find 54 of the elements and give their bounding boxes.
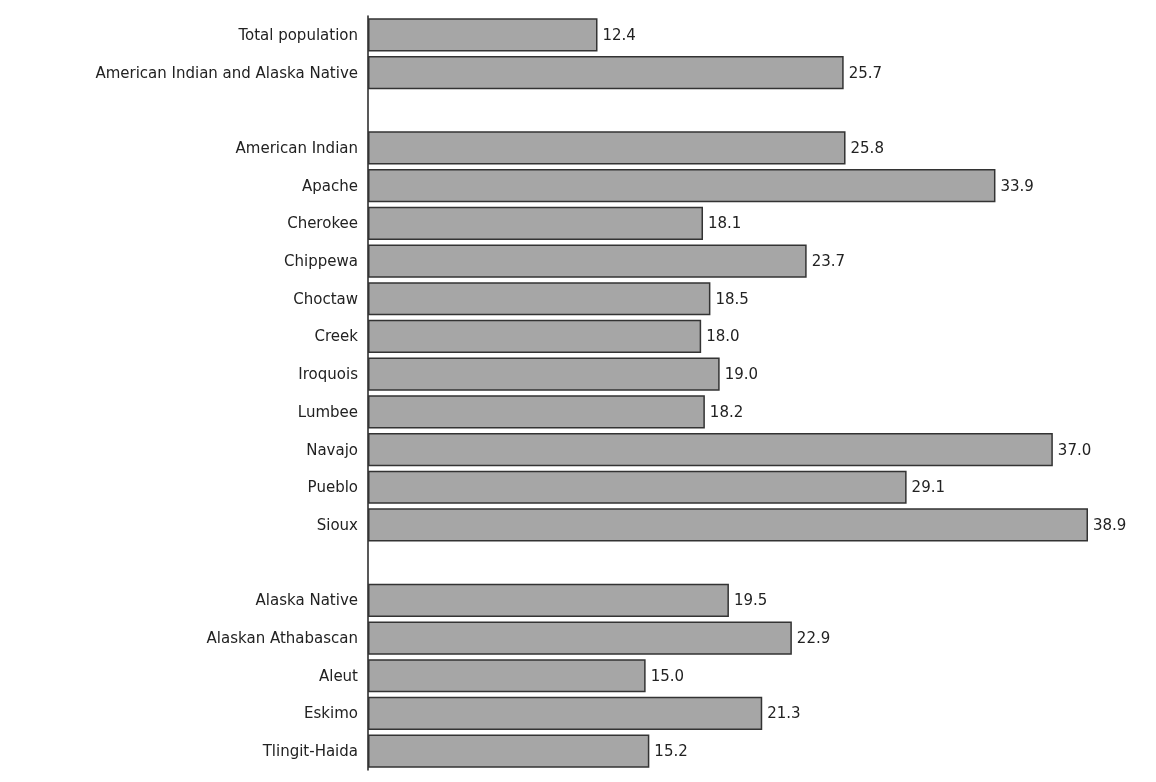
data-label: 18.0 — [706, 327, 740, 346]
y-tick-label: Total population — [237, 25, 358, 44]
data-label: 25.8 — [850, 138, 884, 157]
y-tick-label: Iroquois — [298, 365, 359, 384]
data-label: 15.0 — [650, 666, 685, 685]
data-label: 22.9 — [796, 629, 831, 648]
bar — [368, 206, 704, 240]
data-label: 37.0 — [1057, 440, 1092, 459]
bar — [368, 508, 1088, 542]
data-label: 18.1 — [708, 214, 742, 233]
bar — [368, 169, 996, 203]
data-label: 19.5 — [733, 591, 768, 610]
y-tick-label: Eskimo — [304, 704, 358, 723]
data-label: 33.9 — [1000, 176, 1034, 195]
data-label: 12.4 — [602, 25, 636, 44]
data-label: 19.0 — [724, 365, 759, 384]
y-tick-label: Alaska Native — [255, 591, 358, 610]
bar — [368, 659, 646, 693]
bar — [368, 244, 807, 278]
y-tick-label: Lumbee — [297, 402, 358, 421]
y-tick-label: Pueblo — [307, 478, 358, 497]
y-tick-label: Cherokee — [287, 214, 358, 233]
bar — [368, 319, 702, 354]
data-label: 18.5 — [715, 289, 749, 308]
data-label: 25.7 — [848, 63, 883, 82]
y-tick-label: Sioux — [316, 515, 359, 534]
y-tick-label: Aleut — [318, 666, 359, 685]
bar — [368, 357, 720, 391]
y-tick-label: Apache — [302, 176, 358, 195]
bar — [368, 583, 729, 617]
y-tick-label: American Indian — [235, 138, 358, 157]
data-label: 21.3 — [767, 704, 801, 723]
bar — [368, 282, 711, 316]
y-tick-label: Creek — [314, 327, 359, 346]
data-label: 23.7 — [811, 252, 846, 271]
data-label: 29.1 — [911, 478, 946, 497]
bar — [368, 18, 598, 52]
bar — [368, 432, 1053, 467]
data-label: 38.9 — [1093, 515, 1127, 534]
y-tick-label: Chippewa — [284, 252, 358, 271]
bar — [368, 734, 650, 768]
y-tick-label: American Indian and Alaska Native — [95, 63, 358, 82]
bar — [368, 696, 763, 731]
y-tick-label: Choctaw — [293, 289, 358, 308]
y-tick-label: Tlingit-Haida — [261, 742, 358, 761]
bar — [368, 470, 907, 504]
bar — [368, 395, 705, 429]
y-tick-label: Navajo — [306, 440, 358, 459]
bar — [368, 131, 846, 165]
bar — [368, 55, 844, 90]
bar — [368, 621, 792, 655]
y-tick-label: Alaskan Athabascan — [206, 629, 358, 648]
data-label: 15.2 — [654, 742, 688, 761]
data-label: 18.2 — [709, 402, 744, 421]
